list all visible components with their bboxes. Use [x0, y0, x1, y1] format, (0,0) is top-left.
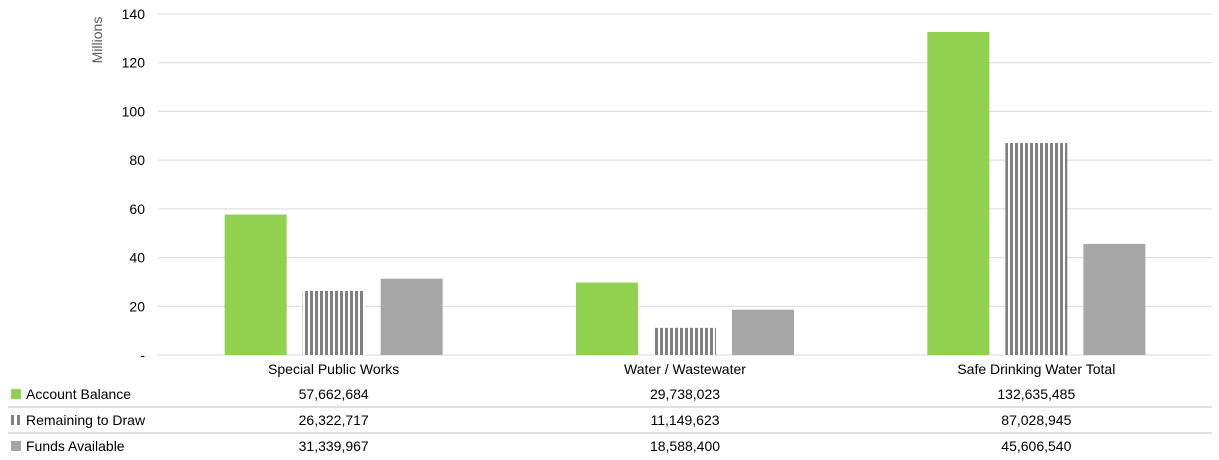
bar-funds-available	[732, 309, 794, 355]
category-label: Water / Wastewater	[624, 361, 746, 377]
data-table: Account Balance 57,662,684 29,738,023 132,6…	[8, 386, 1212, 454]
table-value: 18,588,400	[650, 438, 720, 454]
legend-label: Funds Available	[26, 438, 125, 454]
y-tick-label: 120	[122, 55, 146, 71]
table-value: 26,322,717	[299, 412, 369, 428]
y-tick-label: 40	[129, 250, 145, 266]
y-tick-label: 80	[129, 152, 145, 168]
bars	[224, 31, 1146, 355]
y-tick-label: 140	[122, 6, 146, 22]
table-value: 31,339,967	[299, 438, 369, 454]
bar-remaining-to-draw	[654, 327, 716, 355]
table-value: 87,028,945	[1001, 412, 1071, 428]
table-value: 57,662,684	[299, 386, 369, 402]
bar-account-balance	[927, 31, 990, 355]
bar-funds-available	[1083, 243, 1146, 355]
bar-remaining-to-draw	[1005, 143, 1068, 355]
category-label: Special Public Works	[268, 361, 399, 377]
y-tick-label: 20	[129, 298, 145, 314]
y-axis-ticks: - 20 40 60 80 100 120 140	[122, 6, 146, 363]
y-axis-label: Millions	[89, 17, 105, 64]
table-value: 45,606,540	[1001, 438, 1071, 454]
category-label: Safe Drinking Water Total	[957, 361, 1115, 377]
bar-account-balance	[224, 214, 287, 355]
legend-key-stripes	[11, 415, 14, 425]
legend-key	[11, 389, 21, 399]
legend-key-stripes	[17, 415, 20, 425]
table-value: 29,738,023	[650, 386, 720, 402]
category-labels: Special Public Works Water / Wastewater Sa…	[268, 361, 1115, 377]
legend-key	[11, 441, 21, 451]
y-tick-label: 60	[129, 201, 145, 217]
bar-funds-available	[380, 278, 443, 355]
table-value: 11,149,623	[650, 412, 719, 428]
bar-account-balance	[576, 282, 638, 355]
y-tick-label: 100	[122, 103, 146, 119]
bar-remaining-to-draw	[302, 290, 365, 355]
y-tick-label: -	[140, 347, 145, 363]
table-value: 132,635,485	[997, 386, 1075, 402]
legend-label: Account Balance	[26, 386, 131, 402]
legend-label: Remaining to Draw	[26, 412, 146, 428]
